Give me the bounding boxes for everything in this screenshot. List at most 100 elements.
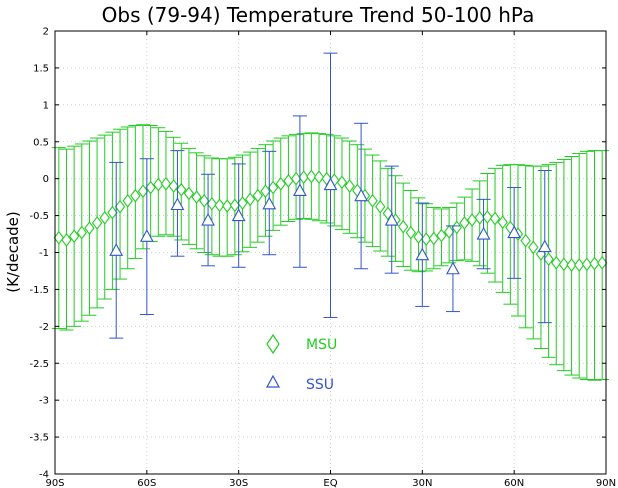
msu-point — [114, 199, 126, 214]
msu-point — [558, 257, 570, 272]
ssu-point — [537, 239, 552, 253]
msu-point — [474, 210, 485, 225]
msu-point — [398, 219, 409, 234]
msu-point — [206, 196, 218, 211]
msu-point — [267, 180, 279, 195]
msu-point — [130, 188, 141, 203]
msu-point — [420, 232, 432, 247]
msu-point — [84, 221, 95, 236]
msu-point — [574, 258, 585, 272]
msu-point — [260, 184, 271, 199]
y-tick-label: -2.5 — [29, 359, 49, 370]
ssu-point — [384, 212, 399, 226]
y-tick-label: -1.5 — [29, 285, 49, 296]
chart-title: Obs (79-94) Temperature Trend 50-100 hPa — [102, 3, 535, 27]
msu-point — [566, 258, 577, 272]
ssu-point — [139, 229, 154, 242]
legend-item-ssu: SSU — [265, 374, 334, 393]
ssu-series — [109, 52, 552, 339]
msu-point — [191, 190, 202, 205]
msu-point — [214, 198, 225, 213]
msu-point — [306, 169, 317, 184]
ssu-point — [109, 243, 124, 256]
msu-point — [53, 230, 65, 245]
x-tick-label: 90S — [45, 478, 64, 488]
legend-label-ssu: SSU — [306, 377, 334, 393]
y-axis-label: (K/decade) — [4, 211, 22, 293]
msu-point — [344, 179, 355, 193]
ssu-point — [415, 247, 430, 261]
msu-point — [497, 215, 508, 230]
ssu-point — [170, 197, 185, 211]
ssu-point — [201, 212, 215, 226]
legend: MSU SSU — [265, 333, 337, 393]
msu-point — [528, 240, 539, 255]
legend-item-msu: MSU — [266, 333, 337, 355]
ticks: -4 -3.5 -3 -2.5 -2 -1.5 -1 -0.5 0 0.5 1 1.5 2 90S 60S 3… — [29, 27, 616, 488]
msu-point — [367, 193, 378, 208]
msu-point — [405, 225, 417, 240]
msu-point — [122, 193, 133, 208]
y-tick-label: -4 — [39, 470, 49, 481]
msu-point — [183, 186, 195, 201]
y-tick-label: 1 — [43, 100, 49, 111]
msu-point — [160, 176, 172, 191]
msu-point — [581, 257, 593, 272]
y-tick-label: -0.5 — [29, 211, 49, 222]
y-tick-label: 0.5 — [33, 137, 49, 148]
diamond-marker-icon — [266, 333, 280, 355]
y-tick-label: -3.5 — [29, 433, 49, 444]
msu-point — [489, 211, 501, 226]
msu-point — [428, 231, 440, 246]
ssu-point — [292, 183, 307, 197]
triangle-marker-icon — [265, 374, 281, 388]
msu-point — [543, 252, 554, 267]
msu-point — [313, 170, 325, 185]
msu-point — [482, 210, 493, 224]
x-tick-label: 90N — [596, 478, 616, 488]
msu-point — [145, 180, 156, 195]
msu-point — [61, 233, 72, 247]
msu-point — [520, 233, 531, 248]
msu-point — [68, 229, 80, 244]
y-tick-label: -1 — [39, 248, 49, 259]
msu-point — [153, 177, 164, 192]
x-tick-label: 30N — [412, 478, 432, 488]
ssu-point — [507, 225, 522, 239]
msu-point — [589, 256, 600, 271]
y-tick-label: -3 — [39, 396, 49, 407]
msu-point — [551, 255, 562, 270]
msu-point — [451, 220, 462, 235]
msu-point — [283, 173, 294, 188]
ssu-point — [231, 208, 246, 222]
msu-point — [244, 192, 256, 207]
ssu-point — [323, 177, 338, 191]
msu-point — [459, 216, 470, 230]
msu-point — [137, 184, 149, 199]
msu-point — [176, 182, 187, 197]
ssu-point — [262, 196, 277, 210]
legend-label-msu: MSU — [306, 337, 337, 353]
msu-point — [107, 205, 118, 220]
msu-point — [596, 255, 608, 270]
y-tick-label: -2 — [39, 322, 49, 333]
x-tick-label: 60S — [137, 478, 156, 488]
y-tick-label: 2 — [43, 27, 49, 38]
msu-point — [76, 225, 87, 240]
y-tick-label: 1.5 — [33, 63, 49, 74]
ssu-point — [354, 188, 369, 202]
msu-point — [199, 193, 210, 208]
msu-point — [237, 196, 248, 210]
msu-point — [443, 224, 455, 239]
y-tick-label: 0 — [43, 174, 49, 185]
msu-point — [290, 171, 302, 186]
msu-point — [336, 175, 348, 190]
msu-point — [413, 230, 424, 244]
x-tick-label: EQ — [323, 478, 337, 488]
ssu-point — [476, 226, 491, 240]
ssu-point — [446, 261, 460, 275]
msu-point — [252, 188, 263, 203]
msu-point — [168, 179, 179, 193]
msu-point — [275, 176, 286, 191]
